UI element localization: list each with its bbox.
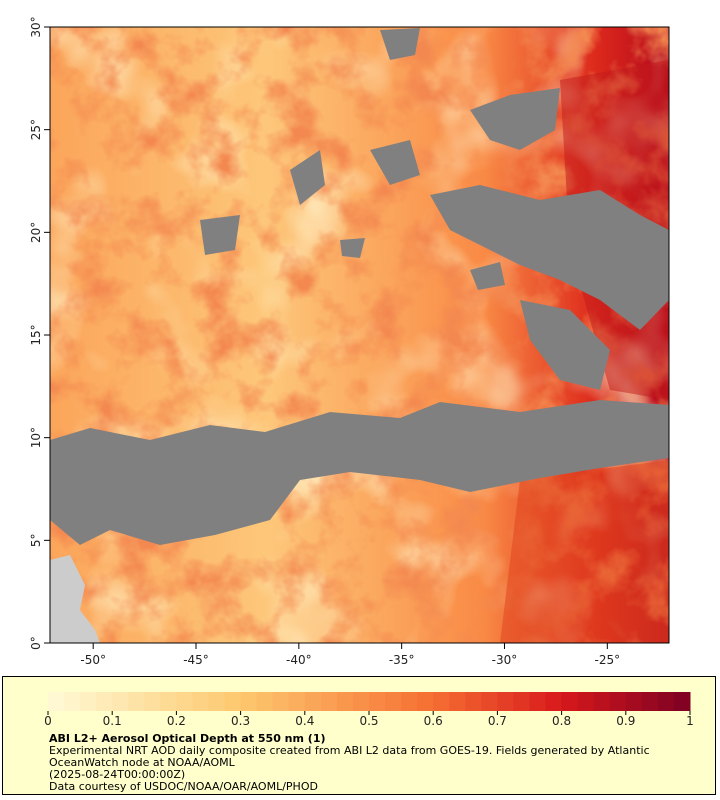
caption-line: (2025-08-24T00:00:00Z) — [49, 768, 186, 781]
colorbar-step — [144, 692, 161, 711]
colorbar-tick-label: 0.6 — [424, 714, 443, 728]
caption-line: Data courtesy of USDOC/NOAA/OAR/AOML/PHO… — [49, 780, 318, 793]
colorbar-step — [577, 692, 595, 711]
y-tick-label: 10° — [29, 427, 43, 448]
colorbar-step — [641, 692, 659, 711]
colorbar-step — [112, 692, 129, 711]
legend-panel: 0 0.1 0.2 0.3 0.4 0.5 0.6 0.7 0.8 0.9 1 ABI L2+ Ae… — [2, 676, 716, 795]
colorbar-step — [545, 692, 563, 711]
colorbar-step — [433, 692, 450, 711]
y-tick-label: 5° — [29, 534, 43, 548]
colorbar-step — [449, 692, 466, 711]
colorbar-step — [481, 692, 498, 711]
colorbar-step — [128, 692, 145, 711]
colorbar-step — [401, 692, 418, 711]
colorbar-step — [352, 692, 370, 711]
colorbar-step — [80, 692, 97, 711]
caption-title: ABI L2+ Aerosol Optical Depth at 550 nm … — [49, 732, 326, 745]
colorbar: 0 0.1 0.2 0.3 0.4 0.5 0.6 0.7 0.8 0.9 1 — [44, 692, 694, 728]
colorbar-step — [192, 692, 209, 711]
colorbar-step — [369, 692, 386, 711]
colorbar-step — [176, 692, 193, 711]
colorbar-step — [256, 692, 274, 711]
x-tick-label: -25° — [595, 653, 621, 667]
colorbar-step — [513, 692, 530, 711]
colorbar-step — [48, 692, 65, 711]
aod-field — [50, 27, 669, 643]
colorbar-step — [417, 692, 434, 711]
colorbar-step — [673, 692, 691, 711]
caption-line: Experimental NRT AOD daily composite cre… — [49, 744, 650, 769]
colorbar-step — [336, 692, 354, 711]
map: -50° -45° -40° -35° -30° -25° 0° 5° 10° 15° 20° 25°… — [29, 16, 670, 667]
land — [50, 555, 100, 643]
colorbar-tick-label: 0.5 — [359, 714, 378, 728]
colorbar-tick-label: 0.8 — [552, 714, 571, 728]
y-tick-label: 30° — [29, 16, 43, 37]
y-tick-label: 15° — [29, 324, 43, 345]
y-tick-label: 0° — [29, 636, 43, 650]
colorbar-step — [657, 692, 675, 711]
colorbar-step — [272, 692, 290, 711]
colorbar-step — [288, 692, 306, 711]
colorbar-step — [224, 692, 242, 711]
colorbar-step — [64, 692, 81, 711]
colorbar-step — [625, 692, 643, 711]
colorbar-step — [304, 692, 322, 711]
colorbar-step — [529, 692, 547, 711]
colorbar-tick-label: 1 — [686, 714, 694, 728]
colorbar-step — [320, 692, 338, 711]
x-tick-label: -50° — [80, 653, 106, 667]
x-tick-label: -35° — [389, 653, 415, 667]
colorbar-tick-label: 0.1 — [103, 714, 122, 728]
x-tick-label: -30° — [492, 653, 518, 667]
colorbar-step — [208, 692, 226, 711]
colorbar-step — [497, 692, 514, 711]
colorbar-tick-label: 0.2 — [167, 714, 186, 728]
colorbar-tick-label: 0.7 — [488, 714, 507, 728]
colorbar-step — [593, 692, 611, 711]
colorbar-step — [465, 692, 482, 711]
colorbar-step — [240, 692, 258, 711]
y-tick-label: 20° — [29, 222, 43, 243]
x-tick-label: -40° — [286, 653, 312, 667]
colorbar-tick-label: 0.9 — [616, 714, 635, 728]
colorbar-tick-label: 0.3 — [231, 714, 250, 728]
cloud-mask — [50, 28, 669, 545]
colorbar-step — [609, 692, 627, 711]
y-tick-label: 25° — [29, 119, 43, 140]
caption: ABI L2+ Aerosol Optical Depth at 550 nm … — [49, 733, 689, 793]
x-tick-label: -45° — [183, 653, 209, 667]
colorbar-step — [561, 692, 579, 711]
colorbar-step — [160, 692, 177, 711]
colorbar-tick-label: 0.4 — [295, 714, 314, 728]
colorbar-step — [96, 692, 113, 711]
colorbar-step — [385, 692, 402, 711]
colorbar-tick-label: 0 — [44, 714, 52, 728]
